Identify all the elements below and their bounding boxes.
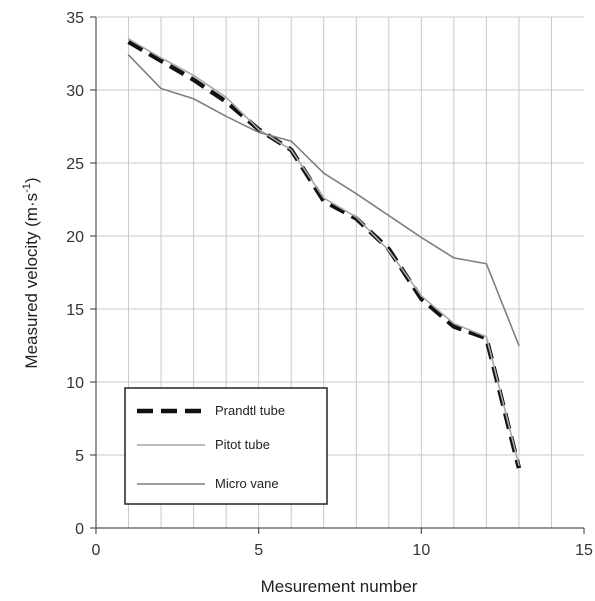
legend-label: Micro vane — [215, 476, 279, 491]
y-tick-label: 5 — [75, 448, 84, 465]
x-axis-label: Mesurement number — [261, 577, 418, 596]
y-tick-label: 15 — [66, 302, 84, 319]
y-tick-label: 30 — [66, 83, 84, 100]
y-tick-label: 10 — [66, 375, 84, 392]
grid-lines — [96, 16, 584, 528]
y-tick-label: 20 — [66, 229, 84, 246]
series-line-prandtl-tube — [127, 39, 522, 469]
x-tick-label: 0 — [92, 542, 101, 559]
y-axis-label: Measured velocity (m·s-1) — [21, 177, 41, 368]
legend-label: Prandtl tube — [215, 403, 285, 418]
legend: Prandtl tube Pitot tube Micro vane — [124, 387, 328, 505]
tick-labels: 0 5 10 15 0 5 10 15 20 25 30 35 — [66, 10, 593, 559]
series-lines — [127, 38, 522, 469]
y-tick-label: 35 — [66, 10, 84, 27]
y-tick-label: 0 — [75, 521, 84, 538]
legend-label: Pitot tube — [215, 437, 270, 452]
series-line-micro-vane — [127, 54, 520, 347]
y-tick-label: 25 — [66, 156, 84, 173]
y-axis-label-main: Measured velocity (m·s — [22, 193, 41, 369]
axes — [90, 16, 585, 534]
x-tick-label: 5 — [254, 542, 263, 559]
y-axis-label-suffix: ) — [22, 177, 41, 183]
series-line-pitot-tube — [127, 38, 520, 467]
x-tick-label: 15 — [575, 542, 593, 559]
y-axis-label-superscript: -1 — [21, 183, 33, 193]
x-tick-label: 10 — [412, 542, 430, 559]
